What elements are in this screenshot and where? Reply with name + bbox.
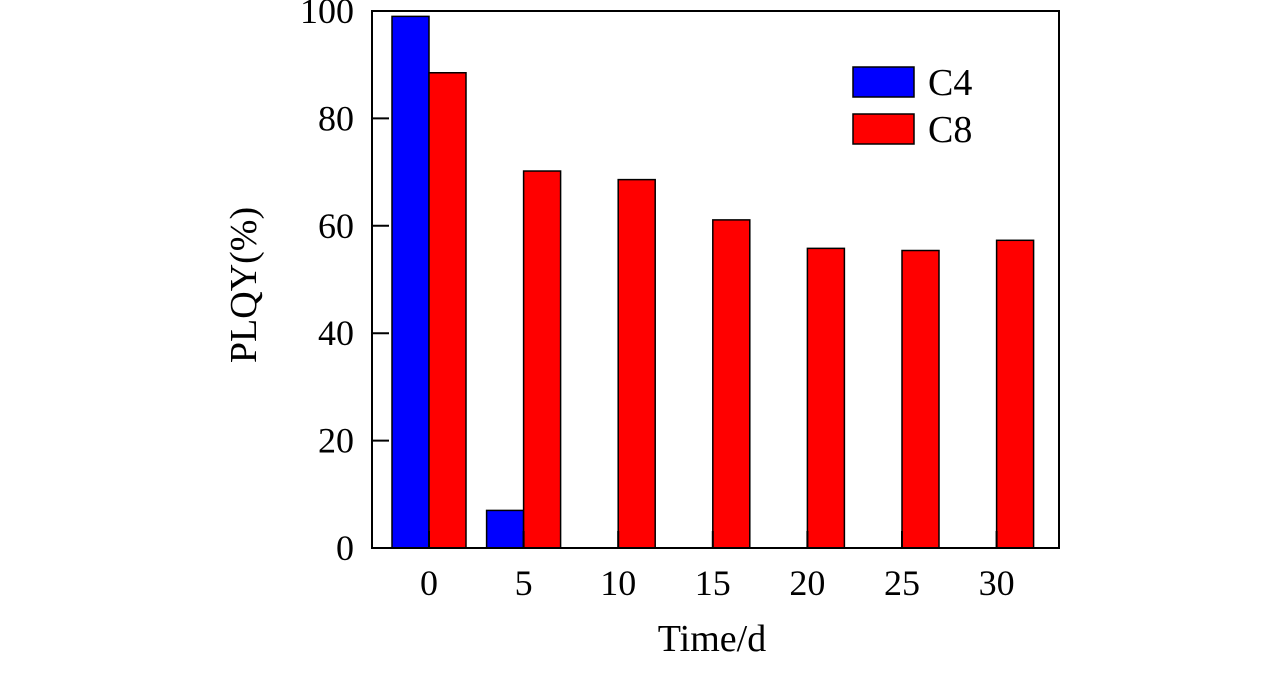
y-tick-label: 80 xyxy=(318,98,354,138)
legend-label-c8: C8 xyxy=(928,109,972,151)
y-tick-label: 20 xyxy=(318,421,354,461)
x-tick-label: 20 xyxy=(789,563,825,603)
plot-frame xyxy=(371,10,1060,549)
bar-c8-15 xyxy=(712,219,751,549)
x-tick-label: 5 xyxy=(515,563,533,603)
bar-c4-5 xyxy=(485,509,525,549)
bar-c4-0 xyxy=(391,15,430,549)
bar-c8-10 xyxy=(617,178,656,549)
bar-c8-5 xyxy=(522,170,562,549)
bar-c8-30 xyxy=(995,239,1035,549)
y-tick-label: 0 xyxy=(336,528,354,568)
legend-swatch-c4 xyxy=(852,66,915,98)
bars-layer xyxy=(391,15,1035,549)
bar-c8-20 xyxy=(806,247,846,549)
y-tick-label: 40 xyxy=(318,313,354,353)
x-tick-label: 25 xyxy=(884,563,920,603)
y-tick-label: 60 xyxy=(318,206,354,246)
y-axis-title: PLQY(%) xyxy=(223,207,265,363)
bar-c8-25 xyxy=(901,249,940,549)
x-tick-label: 15 xyxy=(695,563,731,603)
x-tick-label: 0 xyxy=(420,563,438,603)
x-tick-label: 10 xyxy=(600,563,636,603)
x-tick-label: 30 xyxy=(979,563,1015,603)
legend-swatch-c8 xyxy=(852,113,915,145)
ticks-layer xyxy=(372,10,998,549)
bar-c8-0 xyxy=(428,72,467,549)
legend-label-c4: C4 xyxy=(928,62,972,104)
y-tick-label: 100 xyxy=(300,0,354,31)
labels-layer: 0 5 10 15 20 25 30 0 20 40 60 80 100 xyxy=(300,0,1015,603)
x-axis-title: Time/d xyxy=(658,618,766,660)
